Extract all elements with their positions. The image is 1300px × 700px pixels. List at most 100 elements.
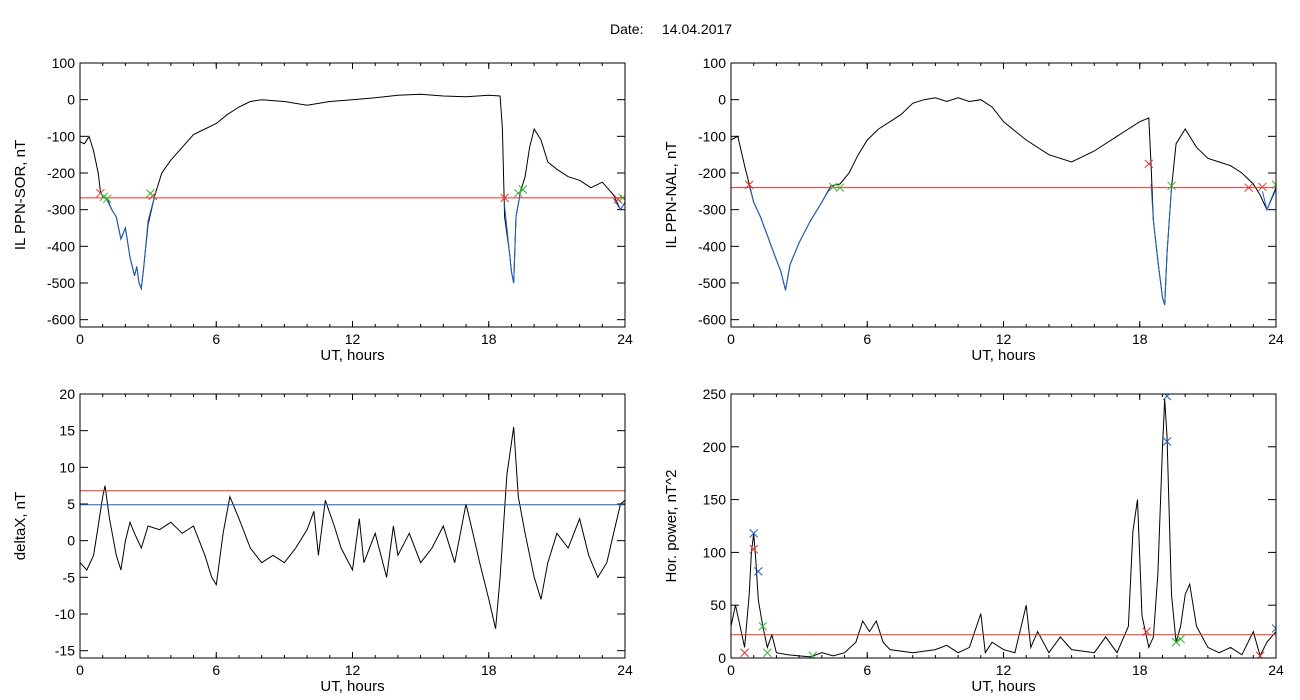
series-line-4	[1261, 189, 1276, 212]
chart-panel-4: 0 6 12 18 24 250 200 150 100 50 0 UT, hours Hor. pow…	[663, 386, 1284, 695]
y-tick-label: 200	[703, 439, 727, 455]
marker-x	[749, 529, 759, 538]
y-tick-label: -500	[47, 275, 75, 291]
y-axis-label: IL PPN-NAL, nT	[663, 142, 680, 249]
marker-x	[102, 194, 112, 204]
x-axis-label: UT, hours	[320, 347, 384, 364]
y-tick-label: 0	[67, 92, 75, 108]
y-tick-label: -600	[698, 312, 726, 328]
marker-x	[1244, 183, 1254, 193]
y-tick-label: -300	[47, 202, 75, 218]
series-line-3	[1150, 183, 1172, 306]
x-tick-label: 6	[863, 331, 871, 347]
y-tick-label: 100	[703, 544, 727, 560]
y-tick-label: 15	[59, 423, 75, 439]
marker-x	[758, 621, 768, 631]
y-tick-label: -100	[698, 128, 726, 144]
x-tick-label: 24	[1268, 331, 1284, 347]
panels: 0 6 12 18 241000-100-200-300-400-500-600UT, …	[12, 55, 1284, 695]
x-tick-label: 0	[727, 662, 735, 678]
marker-x	[753, 567, 763, 576]
marker-x	[146, 189, 155, 198]
marker-x	[1271, 624, 1276, 633]
marker-x	[749, 544, 759, 554]
y-tick-label: 0	[718, 650, 726, 666]
marker-x	[1255, 651, 1265, 658]
y-tick-label: 250	[703, 386, 727, 402]
series-line-1	[731, 97, 1276, 306]
y-tick-label: 10	[59, 459, 75, 475]
x-tick-label: 12	[996, 331, 1012, 347]
x-tick-label: 24	[1268, 662, 1284, 678]
x-tick-label: 18	[481, 662, 497, 678]
y-tick-label: -15	[55, 643, 75, 659]
marker-x	[1176, 634, 1185, 644]
y-axis-label: IL PPN-SOR, nT	[12, 140, 29, 250]
marker-x	[1142, 627, 1151, 636]
x-tick-label: 18	[481, 331, 497, 347]
marker-x	[808, 651, 818, 658]
x-axis-label: UT, hours	[320, 678, 384, 695]
y-tick-label: 50	[710, 597, 726, 613]
x-tick-label: 12	[345, 331, 361, 347]
marker-x	[1162, 437, 1172, 446]
x-tick-label: 18	[1132, 331, 1148, 347]
series-line-1	[80, 426, 625, 629]
marker-x	[513, 188, 523, 198]
x-tick-label: 12	[345, 662, 361, 678]
x-tick-label: 6	[863, 662, 871, 678]
x-tick-label: 0	[76, 662, 84, 678]
y-tick-label: -200	[698, 165, 726, 181]
axes-frame	[79, 393, 626, 659]
x-tick-label: 6	[212, 662, 220, 678]
x-tick-label: 12	[996, 662, 1012, 678]
y-tick-label: -400	[47, 238, 75, 254]
x-tick-label: 18	[1132, 662, 1148, 678]
x-axis-label: UT, hours	[971, 678, 1035, 695]
marker-x	[1162, 394, 1172, 401]
marker-x	[1144, 159, 1154, 169]
y-tick-label: -200	[47, 165, 75, 181]
marker-x	[835, 183, 845, 193]
x-tick-label: 6	[212, 331, 220, 347]
y-tick-label: -300	[698, 202, 726, 218]
marker-x	[762, 648, 772, 658]
date-value: 14.04.2017	[662, 21, 732, 37]
y-tick-label: -5	[63, 569, 76, 585]
y-tick-label: -400	[698, 238, 726, 254]
y-tick-label: 0	[718, 92, 726, 108]
marker-x	[744, 180, 754, 190]
y-tick-label: -100	[47, 128, 75, 144]
plot-area	[80, 426, 625, 629]
axes-frame	[730, 62, 1277, 328]
marker-x	[828, 182, 838, 192]
marker-x	[740, 648, 749, 658]
series-line-2	[101, 194, 156, 291]
y-tick-label: 150	[703, 492, 727, 508]
y-tick-label: 100	[52, 55, 76, 71]
series-line-2	[748, 185, 832, 291]
x-axis-label: UT, hours	[971, 347, 1035, 364]
marker-x	[1258, 182, 1267, 192]
y-tick-label: 100	[703, 55, 727, 71]
chart-panel-2: 0 6 12 18 24 100 0 -100 -200 -300 -400 -500 -600 UT, …	[663, 55, 1284, 364]
chart-panel-3: 0 6 12 18 24 20 15 10 5 0 -5 -10 -15 UT, hours deltaX,…	[12, 386, 633, 695]
chart-panel-1: 0 6 12 18 24 100 0 -100 -200 -300 -400 -500 -600 UT, …	[12, 55, 633, 364]
y-tick-label: 0	[67, 533, 75, 549]
x-tick-label: 0	[727, 331, 735, 347]
y-tick-label: -500	[698, 275, 726, 291]
marker-x	[618, 193, 625, 203]
marker-x	[500, 193, 509, 203]
axes-frame	[79, 62, 626, 328]
y-tick-label: 20	[59, 386, 75, 402]
marker-x	[1171, 637, 1181, 647]
series-line-1	[80, 93, 625, 291]
x-tick-label: 24	[617, 331, 633, 347]
series-line-1	[731, 399, 1276, 658]
axes-frame	[730, 393, 1277, 659]
y-tick-label: 5	[67, 496, 75, 512]
y-axis-label: deltaX, nT	[12, 492, 29, 560]
y-tick-label: -10	[55, 606, 75, 622]
plot-area	[731, 394, 1276, 658]
